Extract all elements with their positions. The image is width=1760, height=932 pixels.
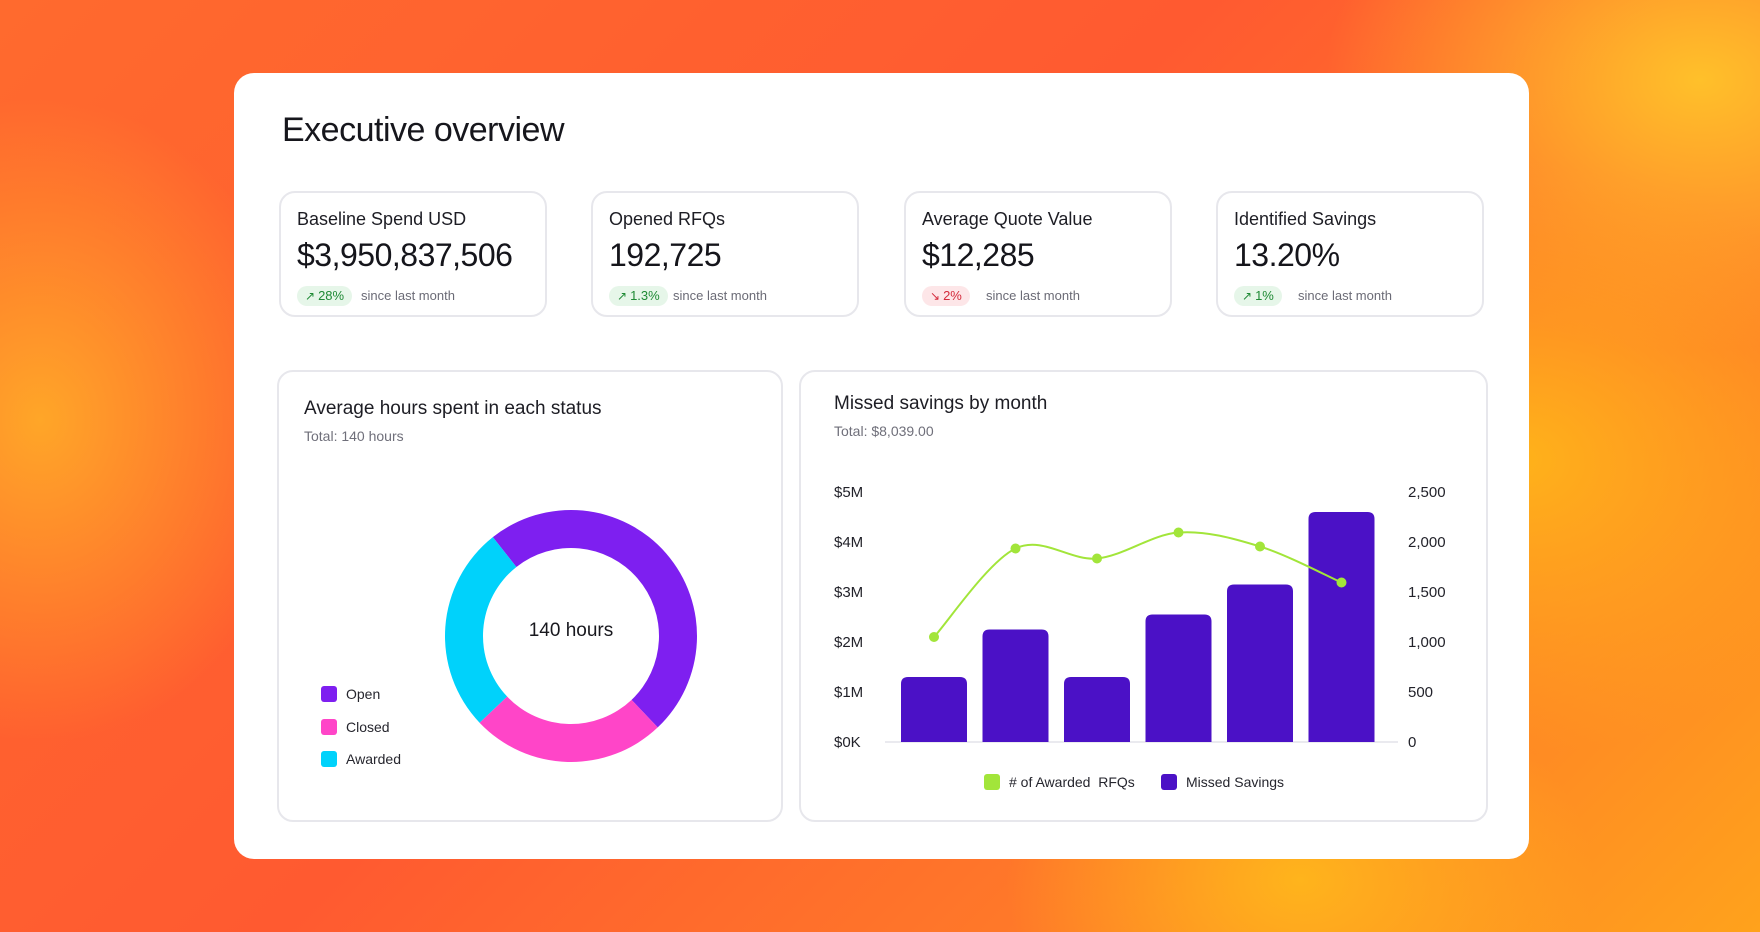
trend-up-icon: ↗ [1242, 289, 1253, 303]
panel-total: Total: 140 hours [304, 428, 404, 444]
y-right-tick-label: 1,500 [1408, 584, 1446, 601]
legend-item-open[interactable]: Open [321, 686, 380, 702]
legend-swatch [321, 751, 337, 767]
y-right-tick-label: 500 [1408, 684, 1433, 701]
kpi-delta-badge: ↘ 2% [922, 286, 970, 306]
kpi-delta-badge: ↗ 1.3% [609, 286, 668, 306]
legend-label: Closed [346, 719, 390, 735]
legend-label: Missed Savings [1186, 774, 1285, 790]
donut-slice-awarded[interactable] [445, 537, 517, 723]
kpi-since-text: since last month [1298, 288, 1392, 303]
kpi-label: Average Quote Value [922, 209, 1093, 229]
panel-total: Total: $8,039.00 [834, 423, 934, 439]
legend-item-missed-savings[interactable]: Missed Savings [1161, 774, 1284, 790]
donut-chart: 140 hours [445, 510, 698, 762]
kpi-delta-badge: ↗ 28% [297, 286, 353, 306]
legend-item-awarded[interactable]: Awarded [321, 751, 401, 767]
y-right-tick-label: 2,500 [1408, 484, 1446, 501]
y-left-tick-label: $0K [834, 734, 861, 751]
legend-label: Awarded [346, 751, 402, 767]
kpi-since-text: since last month [673, 288, 767, 303]
y-left-tick-label: $4M [834, 534, 863, 551]
kpi-delta-value: 1.3% [630, 288, 660, 303]
kpi-label: Opened RFQs [609, 209, 726, 229]
series-line-awarded-rfqs [933, 531, 1342, 638]
bar-missed-savings[interactable] [1064, 677, 1130, 742]
y-left-tick-label: $2M [834, 634, 863, 651]
kpi-delta-value: 2% [943, 288, 962, 303]
kpi-delta-badge: ↗ 1% [1234, 286, 1282, 306]
line-point-awarded-rfqs[interactable] [1092, 553, 1102, 564]
legend-item-closed[interactable]: Closed [321, 719, 390, 735]
legend-label: Open [346, 686, 381, 702]
trend-up-icon: ↗ [617, 289, 628, 303]
kpi-card-average-quote-value[interactable]: Average Quote Value $12,285 ↘ 2% since la… [904, 191, 1172, 317]
donut-center-label: 140 hours [529, 620, 614, 641]
y-right-tick-label: 2,000 [1408, 534, 1446, 551]
panel-title: Missed savings by month [834, 393, 1048, 414]
bar-missed-savings[interactable] [982, 629, 1049, 743]
y-left-tick-label: $1M [834, 684, 863, 701]
legend-label: # of Awarded RFQs [1009, 774, 1135, 790]
legend-swatch [321, 686, 337, 702]
kpi-delta-value: 1% [1255, 288, 1274, 303]
kpi-card-identified-savings[interactable]: Identified Savings 13.20% ↗ 1% since last… [1216, 191, 1484, 317]
bar-missed-savings[interactable] [901, 677, 967, 742]
kpi-label: Baseline Spend USD [297, 209, 467, 229]
kpi-card-baseline-spend[interactable]: Baseline Spend USD $3,950,837,506 ↗ 28% s… [279, 191, 547, 317]
legend-swatch [984, 774, 1000, 790]
y-left-tick-label: $3M [834, 584, 863, 601]
legend-item-awarded-rfqs[interactable]: # of Awarded RFQs [984, 774, 1135, 790]
kpi-value: 13.20% [1234, 237, 1340, 273]
executive-overview-card: Executive overview Baseline Spend USD $3… [234, 73, 1529, 859]
kpi-value: $12,285 [922, 237, 1035, 273]
bar-missed-savings[interactable] [1227, 584, 1293, 743]
line-point-awarded-rfqs[interactable] [1010, 543, 1021, 554]
kpi-delta-value: 28% [318, 288, 345, 303]
page-title: Executive overview [282, 111, 565, 149]
kpi-since-text: since last month [361, 288, 455, 303]
line-point-awarded-rfqs[interactable] [1255, 541, 1265, 552]
bar-missed-savings[interactable] [1145, 614, 1212, 743]
donut-slice-open[interactable] [492, 510, 698, 728]
legend-swatch [321, 719, 337, 735]
y-right-tick-label: 1,000 [1408, 634, 1446, 651]
line-point-awarded-rfqs[interactable] [1173, 527, 1184, 538]
trend-down-icon: ↘ [930, 289, 941, 303]
trend-up-icon: ↗ [305, 289, 316, 303]
y-left-tick-label: $5M [834, 484, 863, 501]
missed-savings-panel: Missed savings by month Total: $8,039.00… [799, 370, 1488, 822]
combo-bar-line-chart: $0K $1M $2M $3M $4M $5M 0 500 1,000 1,500 2,000 2,… [834, 484, 1446, 751]
kpi-value: 192,725 [609, 237, 722, 273]
status-hours-panel: Average hours spent in each status Total… [277, 370, 783, 822]
line-point-awarded-rfqs[interactable] [929, 632, 939, 642]
kpi-value: $3,950,837,506 [297, 237, 513, 273]
line-point-awarded-rfqs[interactable] [1336, 577, 1347, 588]
panel-title: Average hours spent in each status [304, 398, 602, 419]
legend-swatch [1161, 774, 1177, 790]
donut-slice-closed[interactable] [479, 696, 658, 762]
bar-missed-savings[interactable] [1308, 512, 1375, 742]
kpi-label: Identified Savings [1234, 209, 1377, 229]
y-right-tick-label: 0 [1408, 734, 1416, 751]
kpi-card-opened-rfqs[interactable]: Opened RFQs 192,725 ↗ 1.3% since last mon… [591, 191, 859, 317]
kpi-since-text: since last month [986, 288, 1080, 303]
